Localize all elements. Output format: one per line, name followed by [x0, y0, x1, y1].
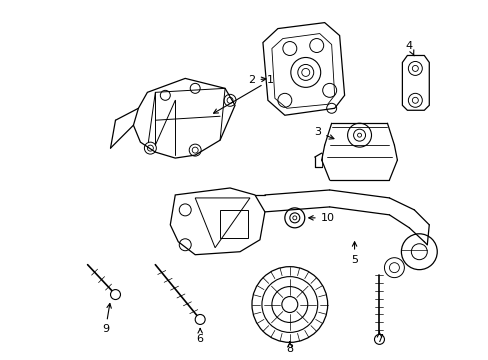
Text: 7: 7	[375, 332, 382, 345]
Circle shape	[110, 289, 120, 300]
Text: 9: 9	[102, 303, 111, 334]
Circle shape	[374, 334, 384, 345]
Text: 1: 1	[213, 75, 273, 113]
Text: 8: 8	[285, 342, 293, 354]
Text: 6: 6	[196, 328, 203, 345]
Text: 10: 10	[308, 213, 334, 223]
Text: 4: 4	[405, 41, 413, 56]
Text: 3: 3	[314, 127, 333, 139]
Text: 5: 5	[350, 242, 357, 265]
Text: 2: 2	[248, 75, 265, 85]
Circle shape	[195, 315, 205, 324]
